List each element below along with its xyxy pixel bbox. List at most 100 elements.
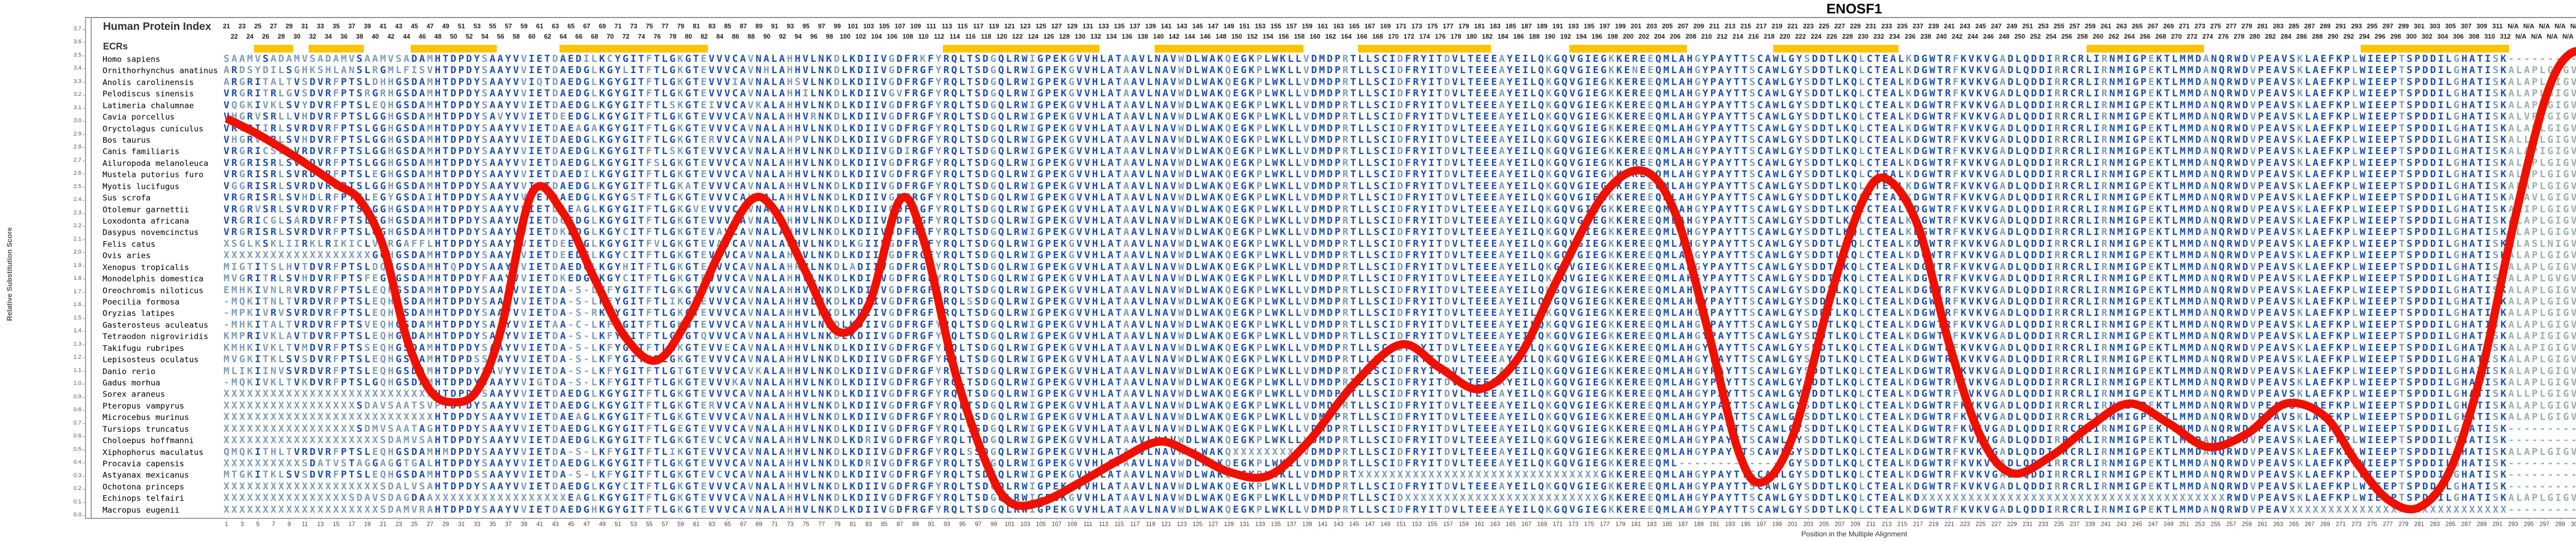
- x-tick-label: 169: [1537, 521, 1547, 528]
- ruler-number: 29: [285, 23, 293, 30]
- y-axis-line: [85, 17, 86, 518]
- ruler-number: 311: [2492, 23, 2503, 30]
- x-tick-label: 103: [1020, 521, 1030, 528]
- ruler-number: 203: [1646, 23, 1657, 30]
- x-tick-label: 247: [2148, 521, 2158, 528]
- x-tick-mark: [1448, 518, 1449, 520]
- ruler-number: 300: [2405, 33, 2417, 40]
- y-tick-label: 0.8: [73, 407, 81, 413]
- ruler-number: 308: [2468, 33, 2480, 40]
- y-tick-label: 2.1: [73, 235, 81, 242]
- y-tick-label: 2.5: [73, 183, 81, 190]
- ruler-number: 31: [301, 23, 309, 30]
- x-tick-label: 9: [287, 521, 291, 528]
- x-tick-mark: [1573, 518, 1574, 520]
- x-tick-label: 209: [1850, 521, 1860, 528]
- ruler-number: 91: [771, 23, 778, 30]
- x-tick-label: 207: [1835, 521, 1845, 528]
- ruler-number: 135: [1113, 23, 1125, 30]
- y-tick-label: 3.5: [73, 52, 81, 58]
- ruler-number: 35: [332, 23, 340, 30]
- ruler-number: 185: [1505, 23, 1516, 30]
- x-tick-label: 95: [959, 521, 966, 528]
- ruler-number: 101: [848, 23, 859, 30]
- ruler-number: 155: [1270, 23, 1281, 30]
- ruler-number: 239: [1928, 23, 1939, 30]
- ruler-number: 285: [2288, 23, 2299, 30]
- ruler-number: 114: [950, 33, 960, 40]
- x-tick-label: 21: [380, 521, 386, 528]
- ruler-number: 250: [2014, 33, 2025, 40]
- y-tick-label: 1.6: [73, 301, 81, 308]
- x-tick-mark: [2513, 518, 2514, 520]
- x-tick-label: 67: [740, 521, 747, 528]
- x-tick-mark: [2419, 518, 2420, 520]
- x-tick-label: 5: [256, 521, 260, 528]
- ruler-number: 263: [2116, 23, 2127, 30]
- x-tick-label: 271: [2336, 521, 2346, 528]
- ruler-number: 302: [2421, 33, 2433, 40]
- species-label: Homo sapiens: [103, 55, 160, 64]
- species-label: Poecilia formosa: [103, 297, 180, 307]
- ruler-number: 206: [1670, 33, 1681, 40]
- ruler-number: 83: [708, 23, 716, 30]
- species-label: Macropus eugenii: [103, 505, 180, 515]
- ruler-number: 290: [2327, 33, 2338, 40]
- ruler-number: 90: [763, 33, 771, 40]
- ruler-number: 277: [2226, 23, 2237, 30]
- x-tick-mark: [884, 518, 885, 520]
- x-tick-label: 71: [771, 521, 778, 528]
- ruler-number: N/A: [2562, 33, 2574, 40]
- y-axis-title: Relative Substitution Score: [5, 227, 13, 322]
- x-tick-label: 69: [755, 521, 762, 528]
- x-tick-label: 47: [583, 521, 590, 528]
- x-tick-label: 273: [2351, 521, 2362, 528]
- ruler-number: 212: [1717, 33, 1728, 40]
- x-tick-mark: [712, 518, 713, 520]
- ruler-number: 197: [1599, 23, 1611, 30]
- ruler-number: N/A: [2554, 23, 2566, 30]
- x-tick-label: 237: [2070, 521, 2080, 528]
- ruler-number: 87: [739, 23, 747, 30]
- x-tick-label: 73: [787, 521, 794, 528]
- y-tick-mark: [82, 397, 86, 398]
- x-tick-label: 15: [332, 521, 340, 528]
- ruler-number: 51: [457, 23, 465, 30]
- ruler-number: 79: [677, 23, 685, 30]
- x-tick-mark: [555, 518, 556, 520]
- x-tick-label: 279: [2398, 521, 2409, 528]
- ruler-number: 201: [1631, 23, 1642, 30]
- x-tick-label: 175: [1584, 521, 1594, 528]
- ruler-number: 54: [481, 33, 489, 40]
- ruler-number: 232: [1873, 33, 1885, 40]
- chart-title: ENOSF1: [1826, 1, 1883, 16]
- y-tick-label: 1.2: [73, 354, 81, 360]
- x-tick-label: 133: [1255, 521, 1265, 528]
- plot-top-border: [85, 17, 2576, 18]
- ruler-number: 244: [1967, 33, 1978, 40]
- ruler-number: 45: [411, 23, 418, 30]
- ruler-number: 94: [794, 33, 802, 40]
- x-tick-label: 143: [1333, 521, 1344, 528]
- x-tick-label: 135: [1270, 521, 1281, 528]
- ruler-number: 230: [1857, 33, 1869, 40]
- x-tick-label: 85: [880, 521, 888, 528]
- species-label: Gadus morhua: [103, 378, 160, 388]
- x-tick-mark: [837, 518, 838, 520]
- ruler-number: 272: [2187, 33, 2198, 40]
- ruler-number: 121: [1004, 23, 1015, 30]
- x-tick-mark: [1730, 518, 1731, 520]
- x-tick-mark: [1495, 518, 1496, 520]
- x-tick-label: 205: [1819, 521, 1829, 528]
- x-tick-label: 173: [1568, 521, 1579, 528]
- x-tick-label: 55: [646, 521, 653, 528]
- species-label: Felis catus: [103, 239, 156, 249]
- ruler-number: 276: [2218, 33, 2229, 40]
- ruler-number: 80: [685, 33, 692, 40]
